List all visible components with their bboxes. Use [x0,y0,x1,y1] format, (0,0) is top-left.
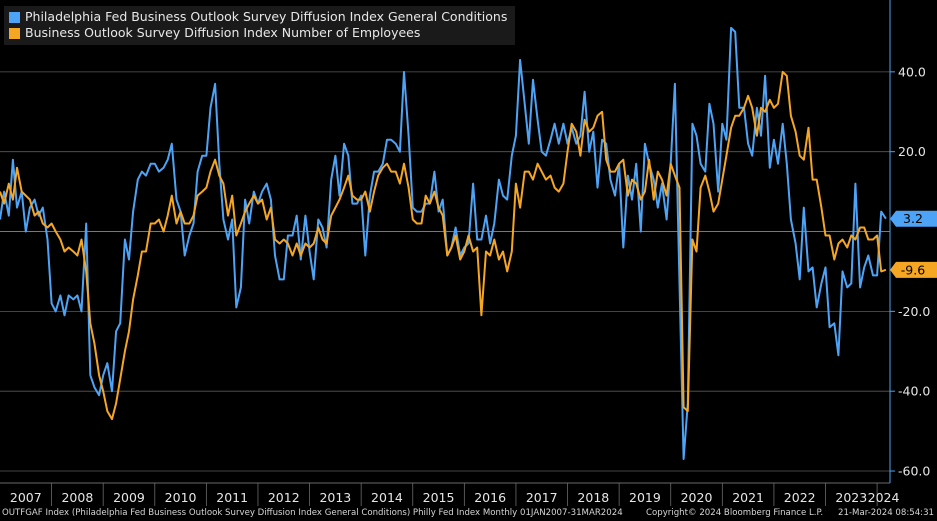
legend-swatch-employees [9,27,20,39]
legend-label-employees: Business Outlook Survey Diffusion Index … [25,25,421,40]
legend: Philadelphia Fed Business Outlook Survey… [4,6,516,45]
y-axis: 40.0 20.0 -20.0 -40.0 -60.0 [889,0,930,483]
x-tick-label-2024: 2024 [868,490,900,505]
x-tick-label-2022: 2022 [784,490,816,505]
x-tick-label-2018: 2018 [577,490,609,505]
x-tick-label-2020: 2020 [681,490,713,505]
x-tick-label-2010: 2010 [165,490,197,505]
series-layer [0,26,887,460]
legend-swatch-general-conditions [9,11,20,23]
last-value-labels: 3.2 -9.6 [890,210,937,278]
x-tick-label-2017: 2017 [526,490,558,505]
series-line-1 [0,70,887,421]
legend-item-employees: Business Outlook Survey Diffusion Index … [9,25,507,41]
x-tick-label-2009: 2009 [113,490,145,505]
x-tick-label-2008: 2008 [61,490,93,505]
x-tick-label-2023: 2023 [835,490,867,505]
x-tick-label-2007: 2007 [10,490,42,505]
x-tick-label-2012: 2012 [268,490,300,505]
legend-label-general-conditions: Philadelphia Fed Business Outlook Survey… [25,9,508,24]
x-tick-label-2019: 2019 [629,490,661,505]
legend-item-general-conditions: Philadelphia Fed Business Outlook Survey… [9,9,507,25]
x-tick-label-2013: 2013 [319,490,351,505]
x-tick-label-2015: 2015 [423,490,455,505]
footer-source: OUTFGAF Index (Philadelphia Fed Business… [2,508,623,518]
y-tick-label-3: -40.0 [898,384,930,399]
x-axis: 2007 2008 2009 2010 2011 2012 2013 2014 2015 2016… [0,482,900,506]
last-value-label-1: -9.6 [901,262,925,277]
footer-copyright: Copyright© 2024 Bloomberg Finance L.P. [646,508,824,518]
series-line-0 [0,26,887,460]
y-tick-label-1: 20.0 [898,144,926,159]
y-tick-label-0: 40.0 [898,64,926,79]
last-value-flag-0: 3.2 [890,210,937,227]
last-value-label-0: 3.2 [903,211,923,226]
x-tick-label-2014: 2014 [371,490,403,505]
footer: OUTFGAF Index (Philadelphia Fed Business… [0,506,937,521]
y-tick-label-2: -20.0 [898,304,930,319]
y-tick-label-4: -60.0 [898,464,930,479]
last-value-flag-bg-0 [890,210,937,227]
last-value-flag-bg-1 [890,261,937,278]
x-tick-label-2011: 2011 [216,490,248,505]
last-value-flag-1: -9.6 [890,261,937,278]
x-tick-label-2021: 2021 [732,490,764,505]
footer-timestamp: 21-Mar-2024 08:54:31 [838,508,934,518]
x-tick-label-2016: 2016 [474,490,506,505]
